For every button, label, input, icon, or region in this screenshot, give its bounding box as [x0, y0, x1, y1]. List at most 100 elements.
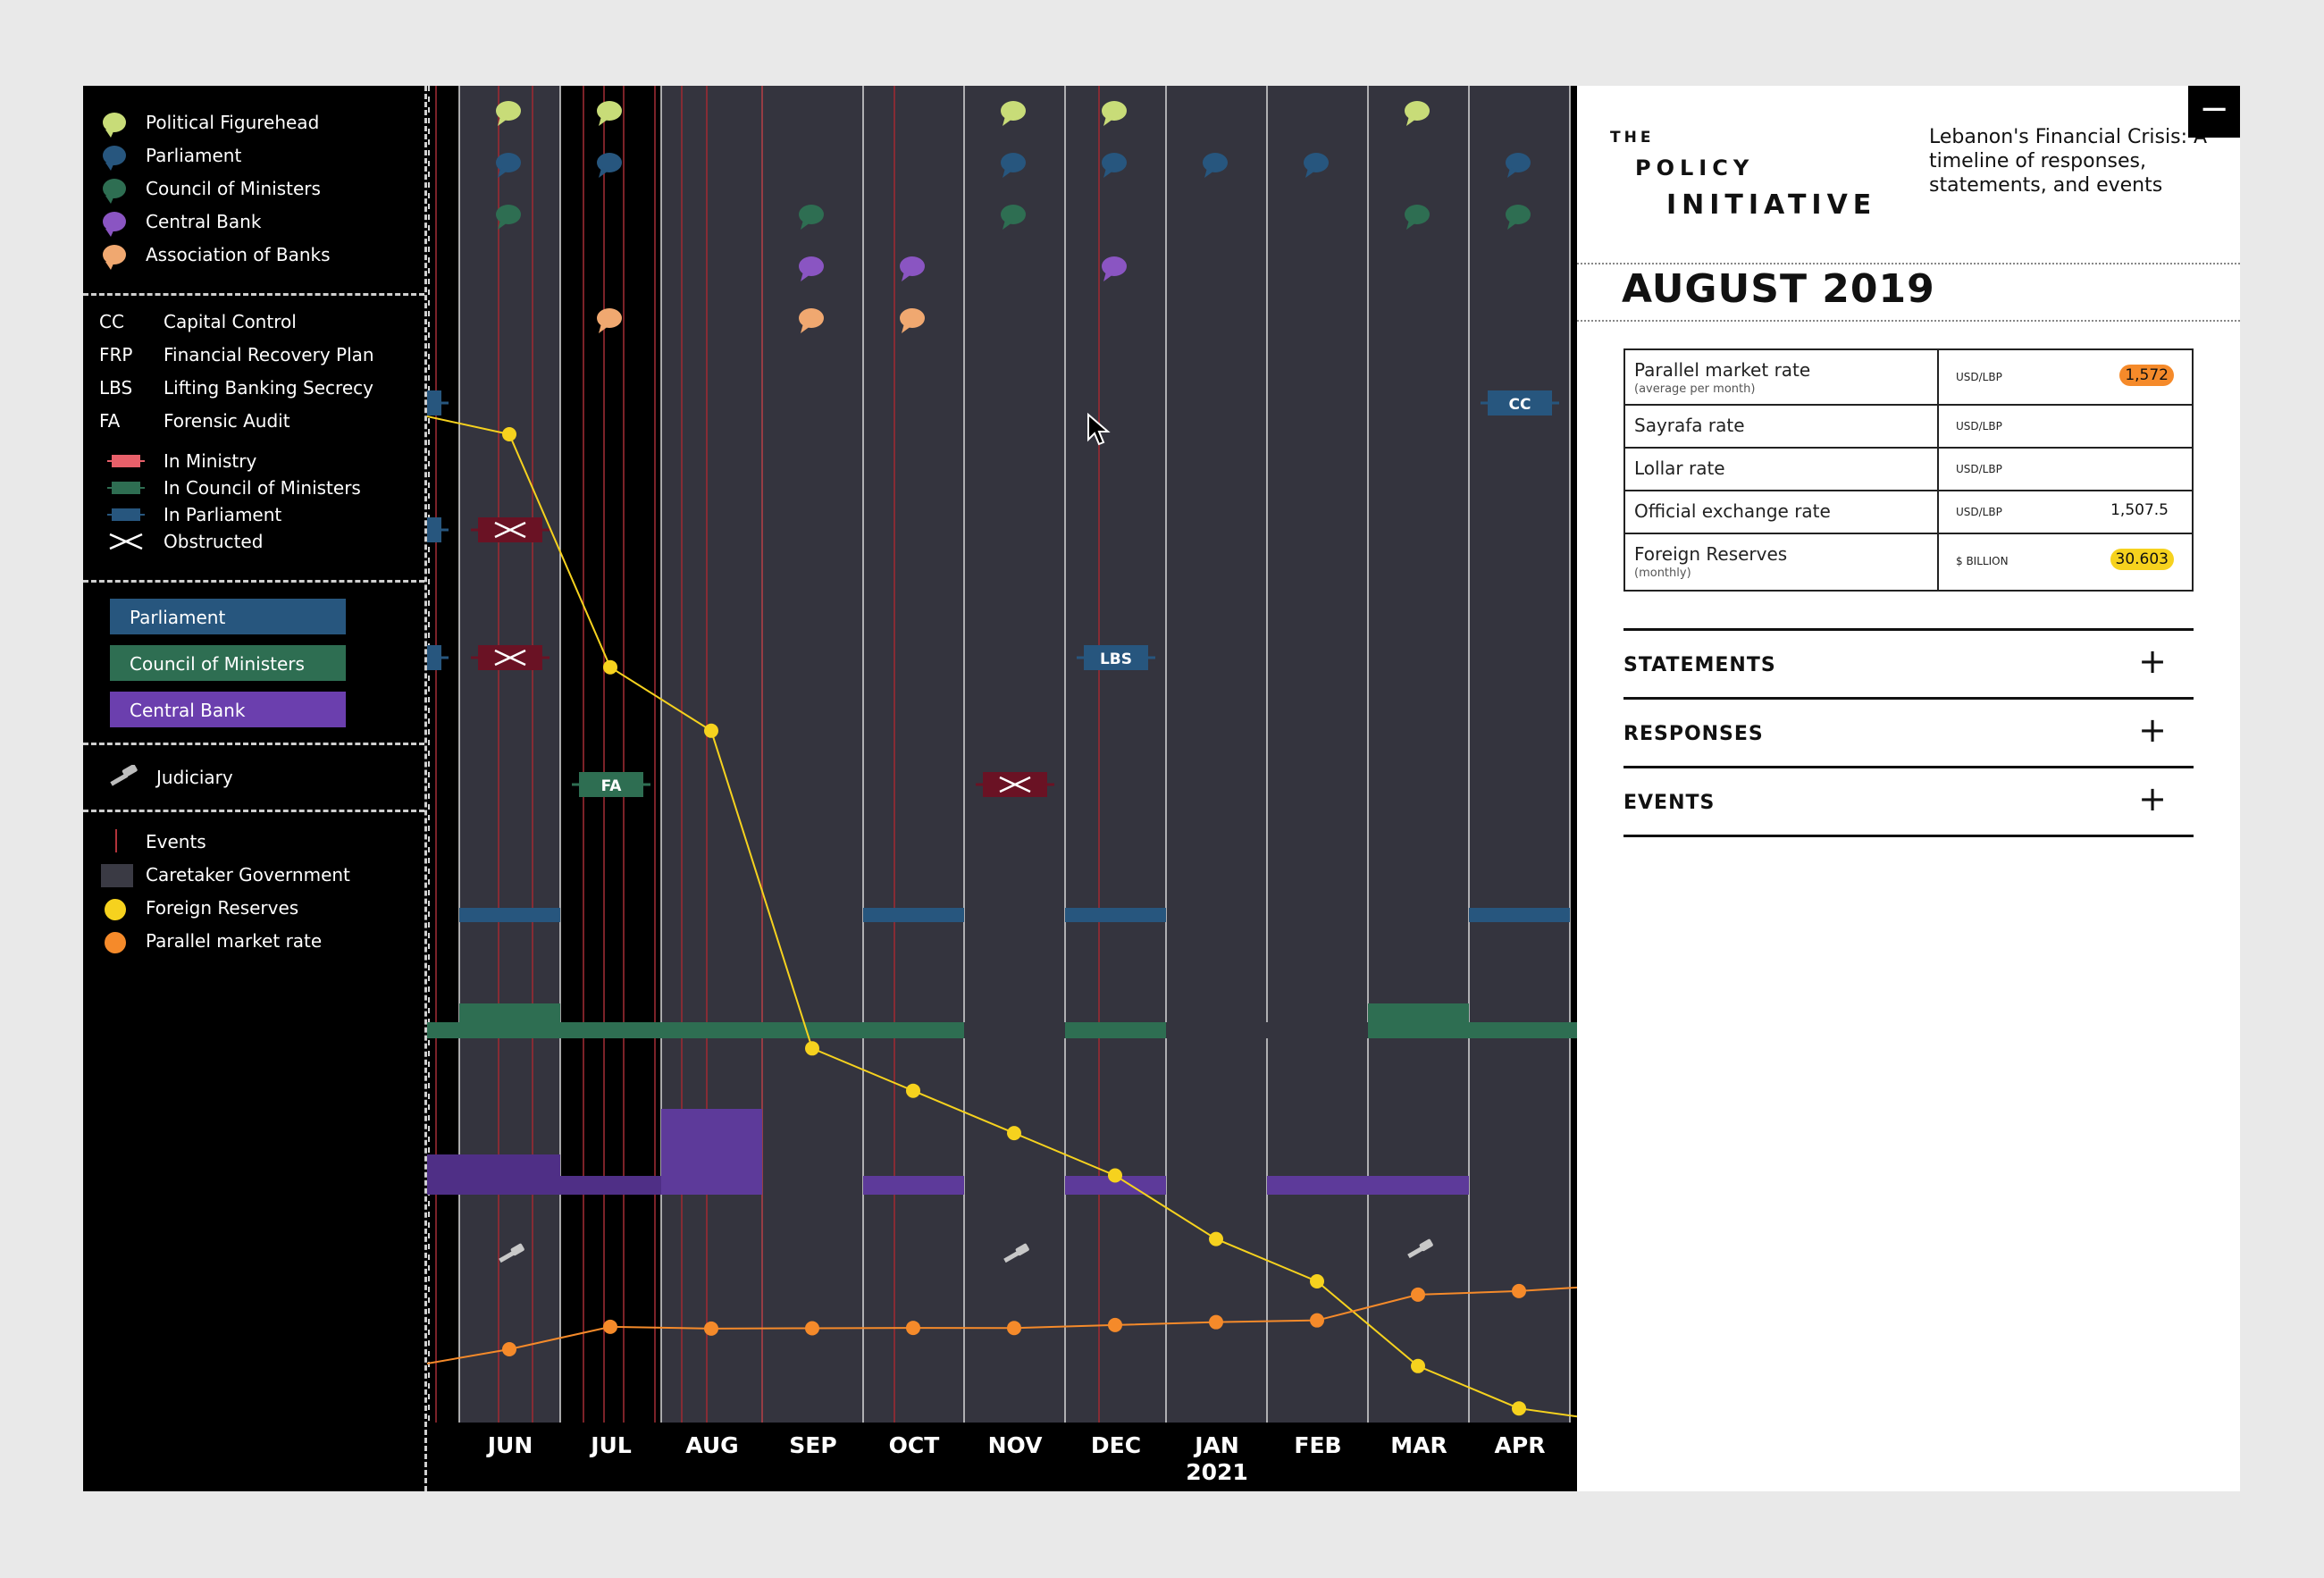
- statement-bubble[interactable]: [1102, 256, 1127, 281]
- statement-bubble[interactable]: [799, 308, 824, 333]
- month-column[interactable]: [762, 86, 863, 1423]
- month-tick-label[interactable]: JUL: [589, 1432, 632, 1458]
- month-column[interactable]: [459, 86, 560, 1423]
- month-tick-label[interactable]: AUG: [685, 1432, 738, 1458]
- parliament-activity-bar[interactable]: [1469, 908, 1570, 922]
- month-column[interactable]: [1065, 86, 1166, 1423]
- central-bank-activity-bar[interactable]: [661, 1109, 762, 1195]
- obstructed-bill-marker[interactable]: [471, 517, 550, 542]
- accordion-events[interactable]: EVENTS +: [1623, 768, 2194, 837]
- statement-bubble[interactable]: [496, 205, 521, 230]
- statement-bubble[interactable]: [799, 205, 824, 230]
- parallel-rate-point[interactable]: [1512, 1283, 1526, 1298]
- parallel-rate-point[interactable]: [704, 1321, 718, 1336]
- statement-bubble[interactable]: [1001, 205, 1026, 230]
- parliament-activity-bar[interactable]: [1065, 908, 1166, 922]
- council-activity-bar[interactable]: [1368, 1003, 1469, 1038]
- reserves-point[interactable]: [906, 1083, 920, 1098]
- central-bank-activity-bar[interactable]: [1267, 1176, 1368, 1195]
- month-column[interactable]: [1166, 86, 1267, 1423]
- timeline-chart[interactable]: CCLBSFAAYJUNJULAUGSEPOCTNOVDECJANFEBMARA…: [427, 86, 1577, 1491]
- bill-marker[interactable]: LBS: [1077, 645, 1155, 670]
- statement-bubble[interactable]: [1001, 153, 1026, 178]
- month-tick-label[interactable]: JAN: [1193, 1432, 1239, 1458]
- month-column[interactable]: [1368, 86, 1469, 1423]
- statement-bubble[interactable]: [1102, 101, 1127, 126]
- reserves-point[interactable]: [1007, 1126, 1021, 1141]
- month-column[interactable]: [863, 86, 964, 1423]
- statement-bubble[interactable]: [496, 101, 521, 126]
- statement-bubble[interactable]: [1506, 153, 1531, 178]
- parallel-rate-point[interactable]: [502, 1342, 516, 1356]
- reserves-point[interactable]: [704, 723, 718, 738]
- parallel-rate-point[interactable]: [805, 1321, 819, 1336]
- month-tick-label[interactable]: MAR: [1390, 1432, 1447, 1458]
- reserves-point[interactable]: [1512, 1401, 1526, 1416]
- month-column[interactable]: [1267, 86, 1368, 1423]
- statement-bubble[interactable]: [597, 308, 622, 333]
- statement-bubble[interactable]: [1203, 153, 1228, 178]
- council-activity-bar[interactable]: [459, 1003, 560, 1038]
- statement-bubble[interactable]: [1405, 101, 1430, 126]
- parallel-rate-point[interactable]: [1310, 1313, 1324, 1328]
- parallel-rate-point[interactable]: [1007, 1321, 1021, 1336]
- parliament-activity-bar[interactable]: [459, 908, 560, 922]
- month-column[interactable]: [1469, 86, 1570, 1423]
- statement-bubble[interactable]: [597, 153, 622, 178]
- parallel-rate-point[interactable]: [1209, 1314, 1223, 1330]
- central-bank-activity-bar[interactable]: [560, 1176, 661, 1195]
- statement-bubble[interactable]: [597, 101, 622, 126]
- obstructed-bill-marker[interactable]: [976, 772, 1054, 797]
- reserves-point[interactable]: [1310, 1274, 1324, 1288]
- month-tick-label[interactable]: NOV: [988, 1432, 1044, 1458]
- statement-bubble[interactable]: [1506, 205, 1531, 230]
- month-column[interactable]: [427, 86, 459, 1423]
- accordion-statements[interactable]: STATEMENTS +: [1623, 631, 2194, 700]
- month-tick-label[interactable]: FEB: [1294, 1432, 1341, 1458]
- bill-marker[interactable]: [427, 517, 449, 542]
- bill-marker[interactable]: CC: [1481, 390, 1559, 415]
- month-tick-label[interactable]: OCT: [889, 1432, 940, 1458]
- month-column[interactable]: [964, 86, 1065, 1423]
- statement-bubble[interactable]: [900, 256, 925, 281]
- month-tick-label[interactable]: DEC: [1091, 1432, 1141, 1458]
- parallel-rate-point[interactable]: [1108, 1317, 1122, 1332]
- gavel-icon[interactable]: [499, 1243, 524, 1263]
- month-tick-label[interactable]: JUN: [486, 1432, 533, 1458]
- collapse-button[interactable]: −: [2188, 86, 2240, 138]
- statement-bubble[interactable]: [496, 153, 521, 178]
- statement-bubble[interactable]: [1001, 101, 1026, 126]
- reserves-point[interactable]: [603, 659, 617, 675]
- gavel-icon[interactable]: [1003, 1243, 1029, 1263]
- reserves-point[interactable]: [502, 427, 516, 441]
- bill-marker[interactable]: FA: [572, 772, 650, 797]
- statement-bubble[interactable]: [1405, 205, 1430, 230]
- central-bank-activity-bar[interactable]: [1368, 1176, 1469, 1195]
- reserves-point[interactable]: [1209, 1231, 1223, 1246]
- gavel-icon[interactable]: [1407, 1238, 1433, 1259]
- expand-icon[interactable]: +: [2138, 779, 2167, 818]
- timeline-svg[interactable]: CCLBSFAAYJUNJULAUGSEPOCTNOVDECJANFEBMARA…: [427, 86, 1577, 1491]
- obstructed-bill-marker[interactable]: [471, 645, 550, 670]
- parallel-rate-point[interactable]: [603, 1319, 617, 1334]
- month-column[interactable]: [661, 86, 762, 1423]
- month-tick-label[interactable]: APR: [1495, 1432, 1546, 1458]
- month-tick-label[interactable]: SEP: [789, 1432, 836, 1458]
- month-column[interactable]: [560, 86, 661, 1423]
- statement-bubble[interactable]: [799, 256, 824, 281]
- statement-bubble[interactable]: [1304, 153, 1329, 178]
- parliament-activity-bar[interactable]: [863, 908, 964, 922]
- expand-icon[interactable]: +: [2138, 642, 2167, 681]
- reserves-point[interactable]: [805, 1041, 819, 1056]
- statement-bubble[interactable]: [1102, 153, 1127, 178]
- central-bank-activity-bar[interactable]: [863, 1176, 964, 1195]
- reserves-point[interactable]: [1108, 1168, 1122, 1183]
- parallel-rate-point[interactable]: [906, 1321, 920, 1336]
- central-bank-activity-bar[interactable]: [1065, 1176, 1166, 1195]
- central-bank-activity-bar[interactable]: [427, 1154, 560, 1195]
- expand-icon[interactable]: +: [2138, 710, 2167, 750]
- parallel-rate-point[interactable]: [1411, 1287, 1425, 1302]
- statement-bubble[interactable]: [900, 308, 925, 333]
- bill-marker[interactable]: [427, 390, 449, 415]
- bill-marker[interactable]: [427, 645, 449, 670]
